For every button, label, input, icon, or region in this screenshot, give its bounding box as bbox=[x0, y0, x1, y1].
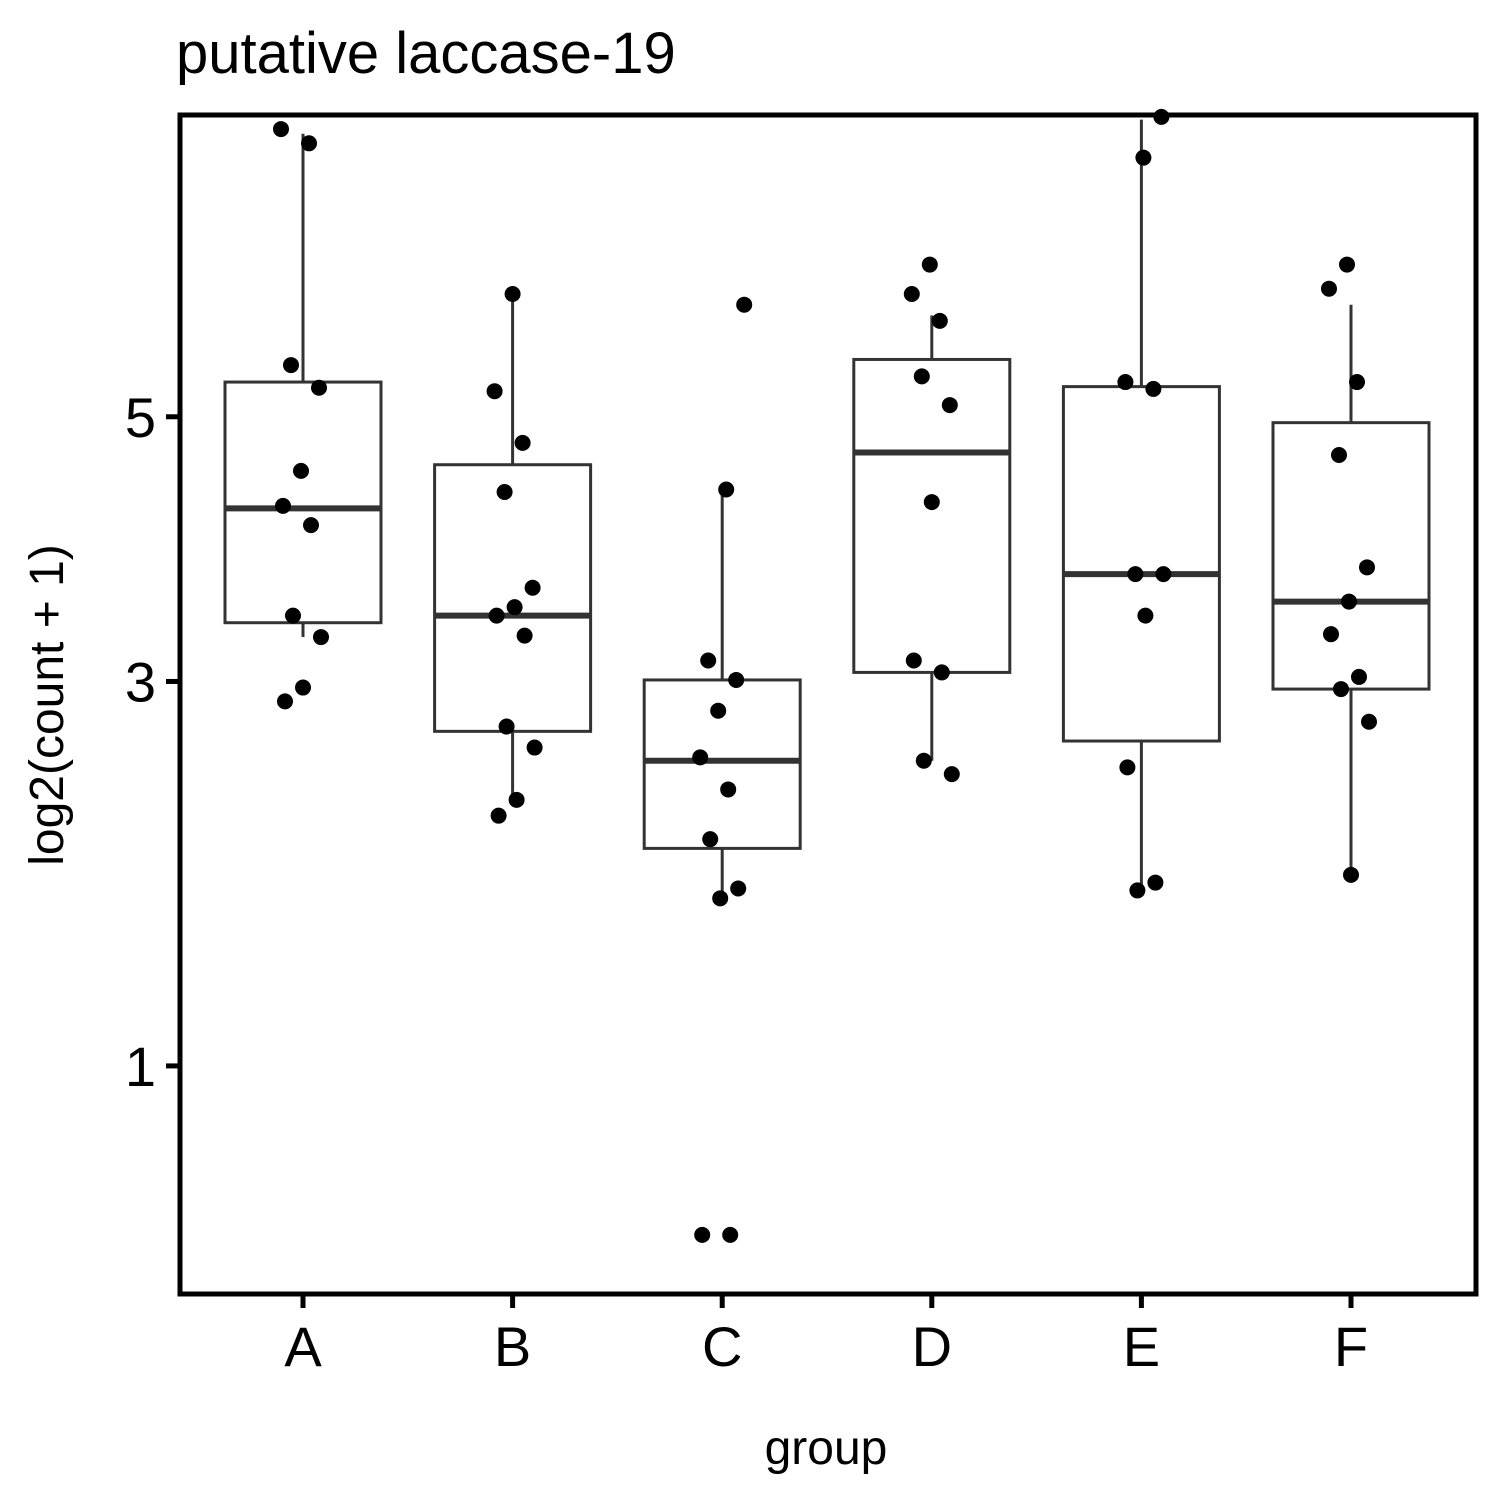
y-axis: 1 3 5 bbox=[125, 386, 180, 1098]
point-C-5 bbox=[692, 749, 709, 766]
point-C-11 bbox=[722, 1226, 739, 1243]
point-E-8 bbox=[1147, 874, 1164, 891]
point-F-7 bbox=[1351, 668, 1367, 685]
point-B-7 bbox=[516, 627, 533, 644]
point-C-2 bbox=[700, 652, 717, 669]
point-F-3 bbox=[1331, 446, 1347, 463]
point-F-6 bbox=[1323, 626, 1339, 643]
x-tick-label-B: B bbox=[494, 1315, 531, 1378]
point-B-4 bbox=[524, 579, 541, 596]
point-A-3 bbox=[311, 379, 327, 396]
y-tick-label-3: 3 bbox=[125, 650, 156, 713]
point-F-4 bbox=[1359, 559, 1375, 576]
y-axis-title: log2(count + 1) bbox=[21, 544, 74, 866]
point-D-6 bbox=[905, 652, 922, 669]
point-B-5 bbox=[506, 599, 523, 616]
x-axis-title: group bbox=[765, 1422, 888, 1475]
point-D-7 bbox=[933, 664, 950, 681]
plot-panel-border bbox=[177, 112, 1479, 1297]
point-F-1 bbox=[1321, 280, 1337, 297]
point-A-10 bbox=[277, 693, 293, 710]
box-A bbox=[223, 380, 383, 625]
point-C-6 bbox=[720, 781, 737, 798]
point-D-4 bbox=[941, 397, 958, 414]
point-D-9 bbox=[943, 766, 960, 783]
point-C-1 bbox=[718, 481, 735, 498]
point-C-0 bbox=[736, 296, 753, 313]
point-E-1 bbox=[1135, 149, 1152, 166]
point-F-8 bbox=[1333, 681, 1349, 698]
point-A-5 bbox=[275, 497, 291, 514]
point-C-4 bbox=[710, 702, 727, 719]
point-D-8 bbox=[915, 752, 932, 769]
y-tick-label-1: 1 bbox=[125, 1035, 156, 1098]
point-F-2 bbox=[1349, 374, 1365, 391]
x-tick-label-D: D bbox=[912, 1315, 952, 1378]
point-E-7 bbox=[1119, 759, 1136, 776]
point-F-5 bbox=[1341, 593, 1357, 610]
point-E-4 bbox=[1127, 566, 1144, 583]
y-tick-label-5: 5 bbox=[125, 386, 156, 449]
x-tick-label-F: F bbox=[1334, 1315, 1368, 1378]
point-D-5 bbox=[923, 494, 940, 511]
point-C-9 bbox=[712, 890, 729, 907]
box-F bbox=[1271, 421, 1431, 691]
x-axis: A B C D E F bbox=[284, 1294, 1368, 1378]
point-C-7 bbox=[702, 831, 719, 848]
point-D-1 bbox=[903, 286, 920, 303]
point-A-2 bbox=[283, 357, 299, 374]
box-D bbox=[852, 357, 1012, 674]
point-B-0 bbox=[504, 286, 521, 303]
x-tick-label-C: C bbox=[702, 1315, 742, 1378]
point-E-2 bbox=[1117, 374, 1134, 391]
point-C-10 bbox=[694, 1226, 711, 1243]
point-E-6 bbox=[1137, 607, 1154, 624]
point-C-3 bbox=[728, 671, 745, 688]
point-B-11 bbox=[490, 807, 507, 824]
point-B-9 bbox=[526, 739, 543, 756]
point-C-8 bbox=[730, 880, 747, 897]
chart-title: putative laccase-19 bbox=[176, 21, 676, 86]
point-A-8 bbox=[313, 629, 329, 646]
point-A-0 bbox=[273, 121, 289, 138]
x-tick-label-E: E bbox=[1123, 1315, 1160, 1378]
point-B-3 bbox=[496, 483, 513, 500]
box-B bbox=[433, 463, 593, 733]
point-F-0 bbox=[1339, 256, 1355, 273]
point-A-7 bbox=[285, 607, 301, 624]
boxes-layer bbox=[223, 119, 1431, 897]
point-B-6 bbox=[488, 607, 505, 624]
point-E-3 bbox=[1145, 380, 1162, 397]
points-layer bbox=[273, 108, 1377, 1243]
point-B-10 bbox=[508, 791, 525, 808]
point-A-6 bbox=[303, 517, 319, 534]
point-D-2 bbox=[931, 312, 948, 329]
point-D-3 bbox=[913, 368, 930, 385]
x-tick-label-A: A bbox=[284, 1315, 322, 1378]
point-A-9 bbox=[295, 679, 311, 696]
point-F-9 bbox=[1361, 713, 1377, 730]
box-E bbox=[1061, 385, 1221, 743]
point-A-4 bbox=[293, 462, 309, 479]
point-B-2 bbox=[514, 434, 531, 451]
point-B-8 bbox=[498, 718, 515, 735]
point-B-1 bbox=[486, 383, 503, 400]
point-A-1 bbox=[301, 135, 317, 152]
point-E-9 bbox=[1129, 882, 1146, 899]
point-D-0 bbox=[921, 256, 938, 273]
point-F-10 bbox=[1343, 866, 1359, 883]
point-E-5 bbox=[1155, 566, 1172, 583]
